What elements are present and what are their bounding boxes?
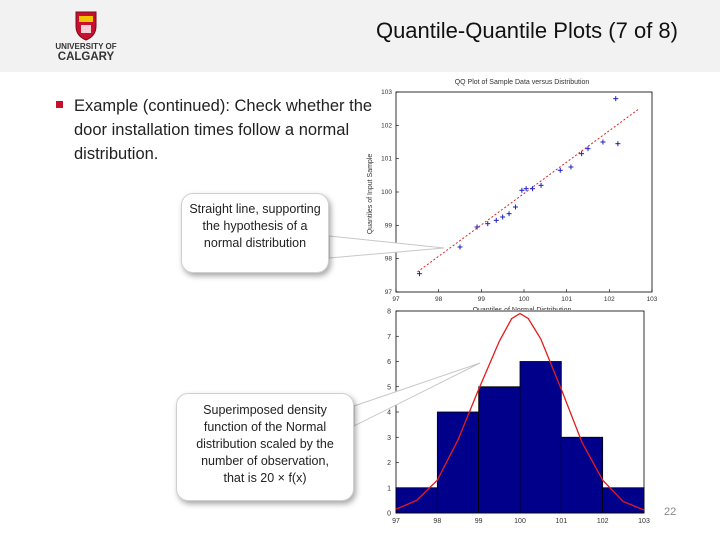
qq-point: [615, 141, 621, 147]
histogram-y-tick-label: 5: [387, 384, 391, 391]
histogram-bar: [560, 436, 604, 514]
callout-density-function: Superimposed density function of the Nor…: [176, 393, 354, 501]
qq-point: [568, 164, 574, 170]
histogram-x-tick-label: 97: [392, 518, 400, 525]
qq-point: [485, 221, 491, 227]
histogram-x-tick-label: 102: [597, 518, 609, 525]
qq-point: [600, 139, 606, 145]
histogram-x-tick-label: 103: [638, 518, 650, 525]
histogram-y-tick-label: 6: [387, 359, 391, 366]
callout-density-formula: that is 20 × f(x): [223, 471, 307, 485]
qq-x-tick-label: 100: [519, 296, 530, 303]
qq-point: [416, 271, 422, 277]
page-title: Quantile-Quantile Plots (7 of 8): [375, 18, 678, 43]
qq-reference-line: [417, 108, 640, 273]
callout-straight-line: Straight line, supporting the hypothesis…: [181, 193, 329, 273]
logo-line-2: CALGARY: [57, 51, 115, 63]
qq-point: [474, 224, 480, 230]
header-band: [0, 0, 720, 72]
histogram-y-tick-label: 8: [387, 309, 391, 316]
qq-plot-frame: [395, 91, 653, 293]
qq-x-axis-label: Quantiles of Normal Distribution: [473, 307, 572, 310]
qq-x-tick-label: 98: [435, 296, 443, 303]
callout-density-line-3: distribution scaled by the: [196, 437, 334, 451]
histogram-x-tick-label: 99: [475, 518, 483, 525]
qq-point: [579, 151, 585, 157]
qq-y-axis-label: Quantiles of Input Sample: [367, 154, 374, 235]
callout-density-line-1: Superimposed density: [203, 403, 327, 417]
histogram-y-tick-label: 4: [387, 410, 391, 417]
callout-straight-line-text: Straight line, supporting the hypothesis…: [189, 202, 321, 250]
qq-y-tick-label: 100: [381, 189, 392, 196]
histogram-bar: [602, 487, 645, 514]
callout-density-line-4: number of observation,: [201, 454, 329, 468]
qq-point: [506, 211, 512, 217]
qq-y-tick-label: 97: [385, 289, 393, 296]
qq-point: [457, 244, 463, 250]
qq-point: [523, 186, 529, 192]
histogram-bar: [478, 386, 521, 514]
qq-point: [512, 204, 518, 210]
bullet-icon: [56, 101, 63, 108]
qq-point: [519, 187, 525, 193]
qq-y-tick-label: 98: [385, 256, 393, 263]
qq-y-tick-label: 103: [381, 89, 392, 96]
qq-x-tick-label: 103: [647, 296, 658, 303]
histogram-y-tick-label: 3: [387, 435, 391, 442]
qq-point: [557, 167, 563, 173]
histogram-x-tick-label: 98: [433, 518, 441, 525]
logo-line-1: UNIVERSITY OF: [55, 42, 117, 51]
qq-y-tick-label: 99: [385, 222, 393, 229]
qq-plot: QQ Plot of Sample Data versus Distributi…: [367, 79, 658, 310]
qq-y-tick-label: 101: [381, 156, 392, 163]
page-number: 22: [664, 506, 677, 518]
qq-x-tick-label: 97: [392, 296, 400, 303]
qq-point: [493, 217, 499, 223]
bullet-text: Example (continued): Check whether the d…: [74, 97, 373, 163]
qq-y-tick-label: 102: [381, 122, 392, 129]
qq-point: [530, 186, 536, 192]
qq-point: [585, 146, 591, 152]
qq-x-tick-label: 101: [561, 296, 572, 303]
qq-plot-title: QQ Plot of Sample Data versus Distributi…: [455, 79, 590, 86]
histogram-y-tick-label: 0: [387, 511, 391, 518]
qq-point: [613, 96, 619, 102]
histogram-y-tick-label: 2: [387, 460, 391, 467]
qq-x-tick-label: 99: [478, 296, 486, 303]
histogram: 97 98 99 100 101 102 103 0 1 2 3 4 5 6 7 8: [387, 309, 650, 526]
histogram-bar: [436, 411, 480, 514]
qq-point: [538, 182, 544, 188]
qq-point: [500, 214, 506, 220]
callout-density-line-2: function of the Normal: [203, 420, 327, 434]
qq-x-tick-label: 102: [604, 296, 615, 303]
university-logo: UNIVERSITY OF CALGARY: [46, 8, 126, 64]
crest-icon: [75, 11, 97, 41]
histogram-y-tick-label: 7: [387, 334, 391, 341]
histogram-x-tick-label: 100: [514, 518, 526, 525]
histogram-x-tick-label: 101: [555, 518, 567, 525]
histogram-y-tick-label: 1: [387, 485, 391, 492]
density-curve: [395, 312, 645, 511]
histogram-bar: [519, 361, 562, 514]
